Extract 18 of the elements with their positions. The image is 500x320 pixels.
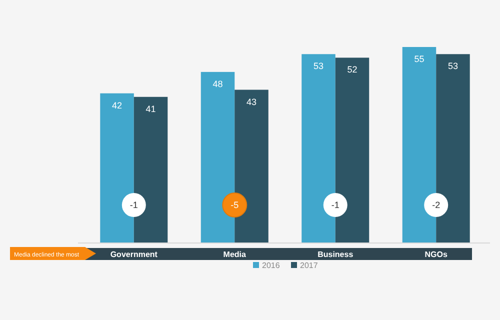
- x-tick-label: Media: [223, 250, 247, 259]
- data-label: 52: [347, 64, 358, 75]
- legend-label: 2017: [300, 261, 318, 270]
- annotation: -1: [331, 200, 340, 210]
- x-tick-label: NGOs: [424, 250, 448, 259]
- data-label: 55: [414, 54, 424, 64]
- data-label: 41: [146, 104, 156, 114]
- data-label: 43: [246, 96, 257, 107]
- annotation: -2: [432, 200, 440, 210]
- annotation: -5: [230, 200, 239, 210]
- data-label: 53: [448, 61, 458, 72]
- legend-label: 2016: [262, 261, 280, 270]
- data-label: 53: [313, 61, 324, 72]
- annotation: -1: [130, 200, 138, 210]
- data-label: 48: [212, 78, 223, 89]
- x-tick-label: Business: [318, 250, 354, 259]
- data-label: 42: [112, 100, 122, 110]
- x-tick-label: Government: [110, 250, 158, 259]
